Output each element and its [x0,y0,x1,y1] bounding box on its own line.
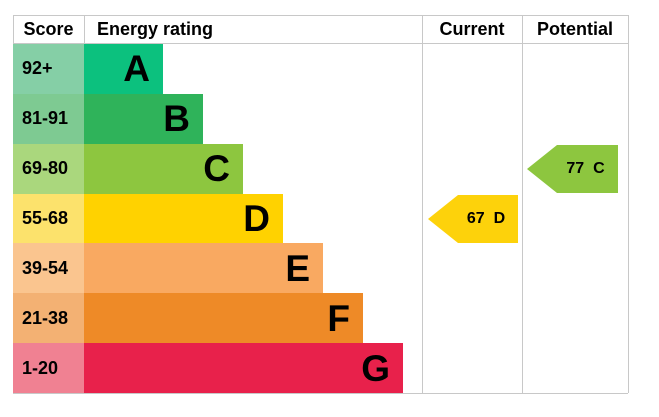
band-row-d: 55-68 D [13,193,403,244]
potential-rating-value: 77 [566,160,585,177]
grid-line-current-separator [422,15,423,393]
grid-line-score-separator [84,15,85,43]
band-row-e: 39-54 E [13,243,403,294]
rating-bands: 92+ A 81-91 B 69-80 C 55-68 D 39-54 [13,44,403,394]
band-bar-d: D [84,193,283,244]
score-range-e: 39-54 [13,243,84,294]
current-rating-arrow: 67 D [428,195,518,243]
score-range-g: 1-20 [13,343,84,394]
band-bar-e: E [84,243,323,294]
grid-line-header-bottom [13,43,628,44]
score-range-c: 69-80 [13,143,84,194]
band-letter-f: F [327,297,350,339]
band-row-b: 81-91 B [13,93,403,144]
band-letter-a: A [123,48,150,90]
band-row-c: 69-80 C [13,143,403,194]
grid-line-right [628,15,629,393]
grid-line-potential-separator [522,15,523,393]
energy-rating-column-header: Energy rating [97,18,214,39]
band-row-f: 21-38 F [13,293,403,344]
score-range-b: 81-91 [13,93,84,144]
score-column-header: Score [23,18,74,39]
band-row-a: 92+ A [13,44,403,94]
band-letter-e: E [285,247,310,289]
score-range-d: 55-68 [13,193,84,244]
band-bar-a: A [84,44,163,94]
score-range-f: 21-38 [13,293,84,344]
current-rating-letter: D [493,210,506,227]
grid-line-top [13,15,628,16]
grid-line-bottom [13,393,628,394]
potential-rating-arrow: 77 C [527,145,618,193]
grid-line-left [13,15,14,43]
potential-rating-letter: C [593,160,605,177]
band-bar-f: F [84,293,363,344]
band-letter-c: C [203,148,230,190]
band-letter-g: G [361,347,390,389]
band-letter-d: D [243,198,270,239]
score-range-a: 92+ [13,44,84,94]
band-letter-b: B [163,98,190,140]
current-column-header: Current [439,18,505,39]
band-bar-c: C [84,143,243,194]
band-bar-b: B [84,93,203,144]
potential-column-header: Potential [536,18,613,39]
band-bar-g: G [84,343,403,394]
current-rating-value: 67 [466,210,485,227]
band-row-g: 1-20 G [13,343,403,394]
